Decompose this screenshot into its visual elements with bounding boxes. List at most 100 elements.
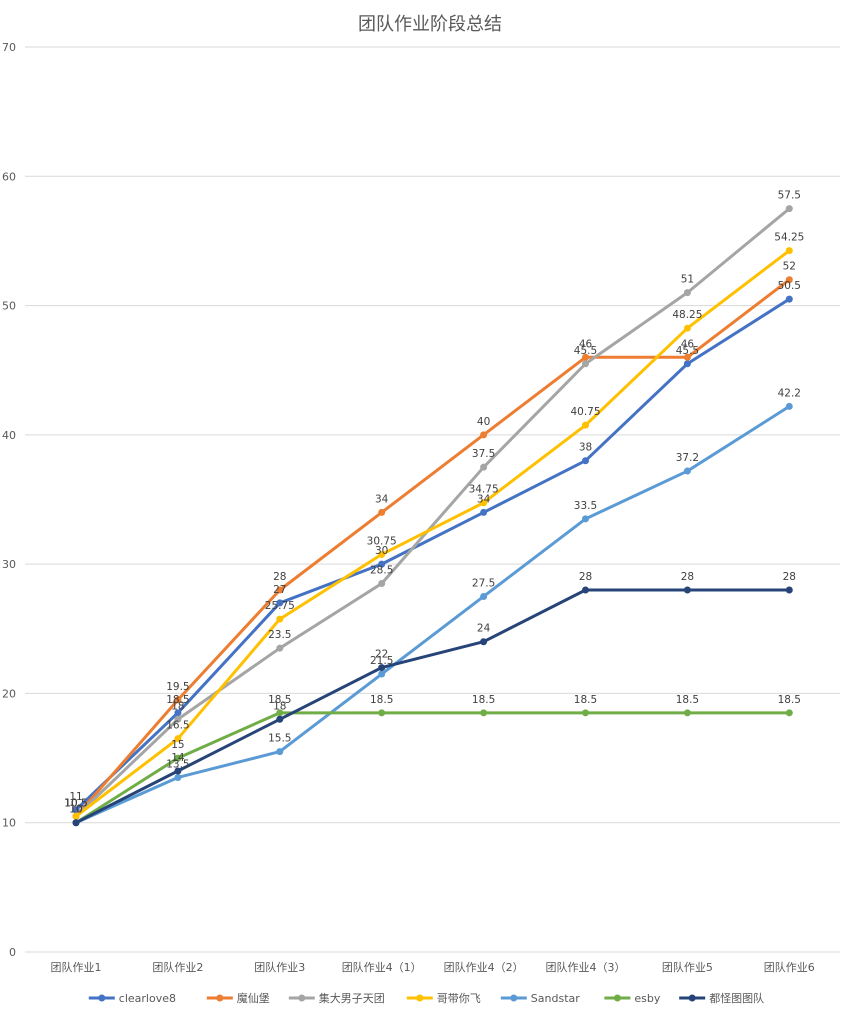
x-tick-label: 团队作业1 [51,960,102,974]
data-point [582,353,589,361]
data-label: 16.5 [166,720,189,732]
data-label: 18.5 [574,694,597,706]
data-label: 18.5 [166,694,189,706]
data-label: 21.5 [370,655,393,667]
data-point [174,754,182,762]
x-tick-label: 团队作业2 [152,960,203,974]
series-line [74,711,791,825]
legend-label: clearlove8 [119,992,176,1005]
data-label: 18.5 [268,694,291,706]
data-label: 37.5 [472,448,495,460]
data-label: 19.5 [166,681,189,693]
data-label: 18.5 [676,694,699,706]
legend-item: esby [604,992,661,1005]
data-point [683,353,691,361]
data-label: 48.25 [672,309,702,321]
data-label: 10.5 [64,797,87,809]
legend-label: 都怪图图队 [709,991,764,1005]
data-label: 18 [273,700,286,712]
legend-swatch-marker [688,994,696,1002]
data-label: 34 [477,493,491,505]
y-tick-label: 0 [9,946,16,959]
data-point [174,696,182,704]
data-point [480,508,488,516]
data-point [276,586,284,594]
x-tick-label: 团队作业5 [662,960,713,974]
y-tick-label: 20 [2,687,16,700]
data-point [174,715,182,723]
series-line [74,278,791,818]
data-point [378,709,386,717]
data-label: 10.5 [64,797,87,809]
y-tick-label: 70 [2,41,16,54]
data-label: 15.5 [268,733,291,745]
data-point [683,360,691,368]
y-tick-label: 60 [2,170,16,183]
data-label: 33.5 [574,500,597,512]
data-point [174,709,182,717]
series-3 [72,247,793,820]
data-label: 11 [69,791,82,803]
data-label: 28.5 [370,565,393,577]
data-point [378,580,386,588]
data-point [683,324,691,332]
data-point [480,592,488,600]
data-point [276,709,284,717]
chart-legend: clearlove8 魔仙堡 集大男子天团 哥带你飞 Sandstar esby 都怪图图队 [88,991,764,1005]
data-label: 45.5 [574,345,597,357]
data-point [582,421,589,429]
legend-swatch-marker [416,994,424,1002]
x-tick-label: 团队作业4（1） [342,960,422,974]
y-tick-label: 40 [2,429,16,442]
data-point [378,508,386,516]
data-point [785,586,793,594]
y-tick-label: 10 [2,817,16,830]
data-point [174,773,182,781]
data-label: 14 [171,752,185,764]
data-point [276,615,284,623]
x-tick-label: 团队作业6 [764,960,815,974]
data-label: 28 [579,571,592,583]
data-label: 27.5 [472,577,495,589]
data-point [683,586,691,594]
data-label: 42.2 [778,387,801,399]
data-point [582,515,589,523]
data-label: 30.75 [367,535,397,547]
data-point [683,709,691,717]
data-point [683,289,691,297]
series-4 [72,402,793,827]
data-point [480,709,488,717]
data-label: 18 [171,700,184,712]
data-point [480,638,488,646]
data-point [276,644,284,652]
data-point [276,748,284,756]
series-6 [72,586,793,827]
data-label: 24 [477,623,491,635]
data-label: 28 [681,571,694,583]
data-label: 25.75 [265,600,295,612]
data-point [582,457,589,465]
data-point [72,812,80,820]
data-point [785,205,793,213]
data-point [785,276,793,284]
data-point [480,463,488,471]
y-tick-label: 50 [2,300,16,313]
data-label: 46 [681,338,695,350]
data-point [72,819,80,827]
data-label: 34.75 [469,484,499,496]
legend-swatch-marker [98,994,106,1002]
data-label: 27 [273,584,286,596]
data-label: 18.5 [778,694,801,706]
legend-label: 集大男子天团 [319,991,385,1005]
legend-item: 魔仙堡 [206,991,270,1005]
series-line [74,297,791,812]
data-label: 28 [783,571,796,583]
x-tick-label: 团队作业4（2） [444,960,524,974]
legend-item: 哥带你飞 [406,992,481,1005]
data-label: 15 [171,739,184,751]
data-label: 30 [375,545,388,557]
data-label: 52 [783,261,796,273]
legend-swatch-marker [613,994,621,1002]
